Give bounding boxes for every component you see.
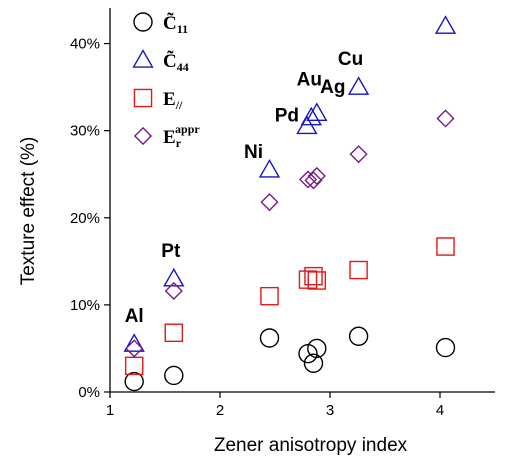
x-tick-label: 1 [106, 402, 114, 419]
annotation-au: Au [297, 70, 322, 91]
e_par-point [304, 266, 323, 286]
e_appr-point [260, 193, 279, 212]
e_par-point [349, 260, 368, 280]
legend-label-e_par: E// [163, 89, 183, 112]
e_appr-point [349, 145, 368, 164]
annotation-al: Al [125, 306, 144, 327]
e_par-point [260, 286, 279, 306]
c44-point [163, 267, 185, 287]
legend-item-c44: C̃44 [132, 49, 189, 74]
annotation-pd: Pd [275, 105, 299, 126]
x-tick-label: 2 [216, 402, 224, 419]
c11-point [124, 371, 144, 392]
c11-point [164, 365, 184, 386]
legend-item-e_appr: Erappr [133, 122, 200, 150]
e_appr-point [125, 339, 144, 358]
legend-item-c11: C̃11 [133, 12, 188, 36]
y-tick-label: 40% [70, 36, 100, 53]
c11-point [435, 337, 456, 358]
legend: C̃11 C̃44 E// Erappr [132, 12, 200, 150]
c44-point [258, 159, 281, 178]
series-e_appr [125, 109, 455, 358]
y-tick-label: 30% [70, 123, 100, 140]
legend-item-e_par: E// [133, 88, 183, 112]
legend-marker-c11 [133, 12, 153, 32]
e_par-point [307, 271, 327, 290]
e_par-point [436, 237, 455, 256]
series-c11 [124, 326, 456, 392]
c44-point [434, 15, 457, 34]
e_par-point [164, 323, 184, 343]
c11-point [303, 353, 324, 373]
legend-marker-e_par [133, 88, 153, 108]
c11-point [307, 338, 327, 359]
annotation-ni: Ni [244, 142, 263, 163]
c44-point [300, 106, 322, 126]
legend-marker-c44 [132, 49, 154, 68]
e_appr-point [298, 170, 318, 189]
annotation-cu: Cu [338, 49, 363, 70]
axes [109, 8, 495, 393]
annotation-ag: Ag [320, 77, 345, 98]
x-axis-label: Zener anisotropy index [214, 435, 408, 456]
annotation-pt: Pt [161, 241, 181, 262]
y-axis-label: Texture effect (%) [18, 137, 39, 286]
y-tick-label: 0% [78, 384, 100, 401]
legend-label-c11: C̃11 [163, 13, 188, 36]
legend-label-e_appr: Erappr [163, 122, 200, 150]
y-tick-label: 10% [70, 297, 100, 314]
annotation-pb: Pb [427, 0, 451, 3]
ticks: 0% 10% 20% 30% 40% 1 2 3 4 [70, 36, 444, 419]
e_appr-point [304, 171, 323, 190]
e_appr-point [164, 281, 183, 301]
series-c44 [123, 15, 457, 352]
c44-point [347, 76, 370, 95]
c44-point [123, 333, 145, 352]
e_appr-point [307, 166, 326, 186]
e_appr-point [436, 109, 455, 128]
c11-point [259, 328, 280, 348]
y-tick-label: 20% [70, 210, 100, 227]
x-tick-label: 3 [326, 402, 334, 419]
legend-marker-e_appr [133, 126, 153, 146]
legend-label-c44: C̃44 [163, 51, 189, 74]
data-marks [123, 15, 457, 392]
c44-point [306, 102, 328, 122]
c11-point [348, 326, 369, 346]
x-tick-label: 4 [436, 402, 444, 419]
